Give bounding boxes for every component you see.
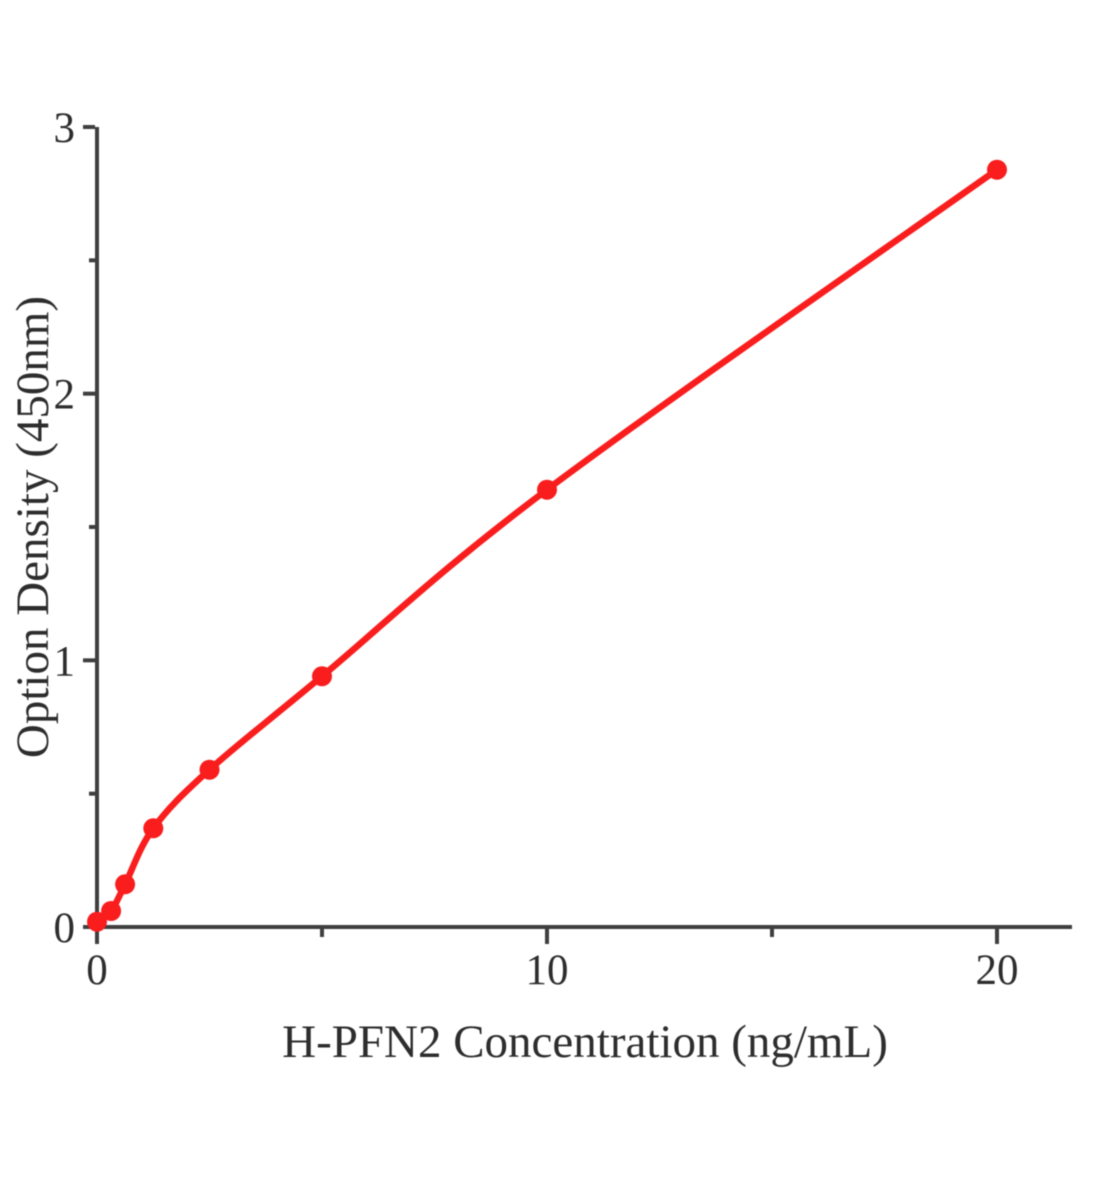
data-point xyxy=(101,901,122,921)
x-tick-label: 0 xyxy=(86,947,108,994)
x-tick-label: 20 xyxy=(976,947,1019,994)
data-point xyxy=(115,874,136,895)
y-tick-label: 1 xyxy=(54,638,76,685)
data-point xyxy=(537,479,557,500)
data-point xyxy=(143,818,164,839)
x-axis-title: H-PFN2 Concentration (ng/mL) xyxy=(282,1016,888,1068)
standard-curve-line xyxy=(93,166,1001,925)
y-axis-title: Option Density (450nm) xyxy=(7,295,59,759)
x-tick-label: 10 xyxy=(526,947,569,994)
data-point xyxy=(312,666,332,687)
data-point xyxy=(87,911,107,932)
y-tick-label: 2 xyxy=(54,372,76,419)
data-point xyxy=(987,159,1007,180)
y-tick-label: 3 xyxy=(54,105,76,152)
y-tick-label: 0 xyxy=(54,905,76,952)
data-point xyxy=(199,759,220,780)
